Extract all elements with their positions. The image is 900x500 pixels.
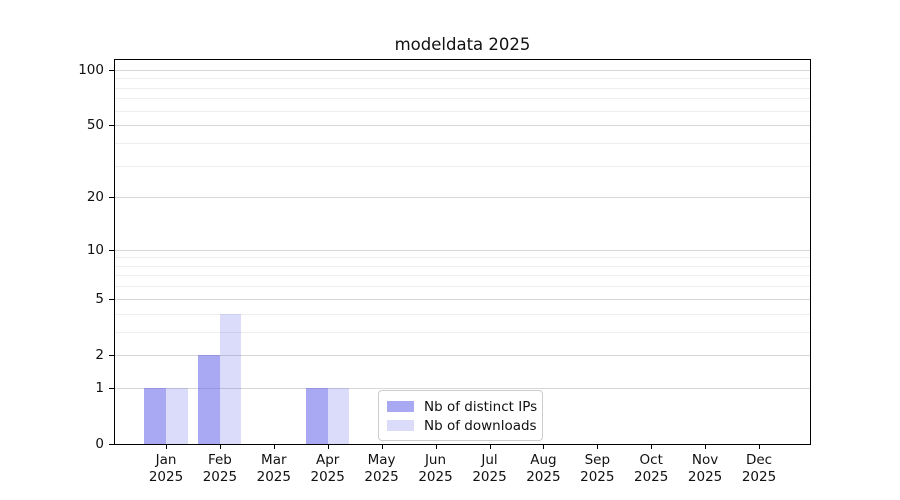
grid-major-line: [115, 197, 810, 199]
x-tick-label: Aug 2025: [526, 452, 561, 485]
y-tick-mark: [109, 69, 114, 71]
x-tick-label: Jun 2025: [418, 452, 453, 485]
y-tick-label: 2: [95, 346, 104, 363]
y-tick-mark: [109, 249, 114, 251]
x-tick-label: Oct 2025: [634, 452, 669, 485]
x-tick-label: Jan 2025: [148, 452, 184, 485]
grid-major-line: [115, 125, 810, 127]
y-tick-label: 20: [86, 189, 104, 206]
y-tick-mark: [109, 298, 114, 300]
y-tick-label: 1: [95, 379, 104, 396]
legend-label: Nb of distinct IPs: [424, 398, 538, 415]
bar: [166, 387, 188, 444]
x-tick-label: Mar 2025: [256, 452, 291, 485]
bars-layer: [115, 60, 810, 444]
y-tick-label: 50: [86, 117, 104, 134]
grid-minor-line: [115, 286, 810, 288]
chart-title: modeldata 2025: [394, 35, 531, 54]
legend-swatch: [387, 420, 414, 431]
grid-minor-line: [115, 110, 810, 112]
legend-swatch: [387, 401, 414, 412]
y-tick-label: 100: [78, 61, 104, 78]
x-tick-mark: [543, 445, 545, 449]
grid-minor-line: [115, 275, 810, 277]
x-tick-mark: [327, 445, 329, 449]
x-tick-mark: [759, 445, 760, 449]
bar: [327, 387, 350, 444]
grid-layer: [115, 60, 810, 444]
bar: [198, 354, 220, 444]
grid-minor-line: [115, 98, 810, 100]
grid-major-line: [115, 387, 810, 389]
ticks-layer: 0 1 2 5 10 20 50 100 Jan 2025 Feb 2025 Mar 2025 Apr…: [78, 60, 810, 485]
x-tick-mark: [705, 445, 707, 449]
grid-major-line: [115, 249, 810, 251]
grid-minor-line: [115, 265, 810, 267]
x-tick-label: Apr 2025: [310, 452, 345, 485]
grid-minor-line: [115, 257, 810, 259]
x-tick-mark: [435, 445, 437, 449]
y-tick-mark: [109, 197, 114, 199]
y-tick-mark: [109, 125, 114, 127]
x-tick-mark: [489, 445, 491, 449]
bar: [219, 313, 242, 444]
grid-minor-line: [115, 87, 810, 89]
y-tick-label: 0: [95, 436, 104, 452]
y-tick-mark: [109, 354, 114, 356]
legend-label: Nb of downloads: [424, 417, 537, 434]
legend: Nb of distinct IPs Nb of downloads: [378, 390, 543, 441]
bar: [306, 387, 328, 444]
x-tick-label: Dec 2025: [741, 452, 777, 485]
x-tick-label: Nov 2025: [687, 452, 723, 485]
y-tick-label: 5: [95, 290, 104, 307]
x-tick-label: Sep 2025: [580, 452, 615, 485]
legend-row: Nb of downloads: [379, 416, 542, 435]
grid-minor-line: [115, 331, 810, 333]
y-tick-mark: [109, 444, 114, 445]
grid-major-line: [115, 69, 810, 71]
legend-row: Nb of distinct IPs: [379, 397, 542, 416]
grid-minor-line: [115, 142, 810, 144]
x-tick-mark: [381, 445, 383, 449]
x-tick-mark: [651, 445, 653, 449]
y-tick-label: 10: [86, 241, 104, 258]
plot-area: 0 1 2 5 10 20 50 100 Jan 2025 Feb 2025 Mar 2025 Apr…: [78, 59, 811, 485]
x-tick-label: Feb 2025: [202, 452, 238, 485]
x-tick-label: Jul 2025: [472, 452, 507, 485]
y-tick-mark: [109, 387, 114, 389]
x-tick-mark: [597, 445, 599, 449]
grid-major-line: [115, 354, 810, 356]
x-tick-mark: [166, 445, 167, 449]
grid-major-line: [115, 298, 810, 300]
grid-minor-line: [115, 165, 810, 167]
x-tick-mark: [273, 445, 275, 449]
bar: [144, 387, 166, 444]
x-tick-label: May 2025: [364, 452, 399, 485]
grid-minor-line: [115, 78, 810, 80]
grid-minor-line: [115, 313, 810, 315]
x-tick-mark: [219, 445, 221, 449]
